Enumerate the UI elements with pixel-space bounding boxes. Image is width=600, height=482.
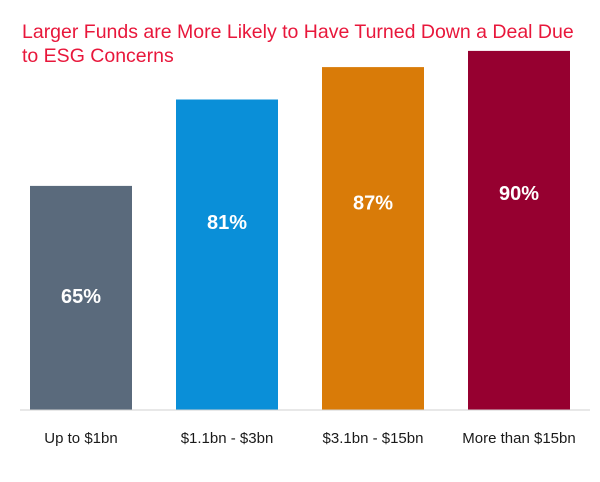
bar-3	[322, 67, 424, 410]
bar-value-label-1: 65%	[61, 286, 101, 308]
bar-value-label-3: 87%	[353, 193, 393, 215]
category-label-2: $1.1bn - $3bn	[181, 430, 274, 447]
bar-1	[30, 185, 132, 410]
bar-2	[176, 99, 278, 410]
category-label-3: $3.1bn - $15bn	[323, 430, 424, 447]
category-label-4: More than $15bn	[462, 430, 575, 447]
bar-value-label-4: 90%	[499, 183, 539, 205]
bar-value-label-2: 81%	[207, 212, 247, 234]
bar-4	[468, 50, 570, 411]
category-label-1: Up to $1bn	[44, 430, 117, 447]
chart-title: Larger Funds are More Likely to Have Tur…	[22, 21, 574, 67]
